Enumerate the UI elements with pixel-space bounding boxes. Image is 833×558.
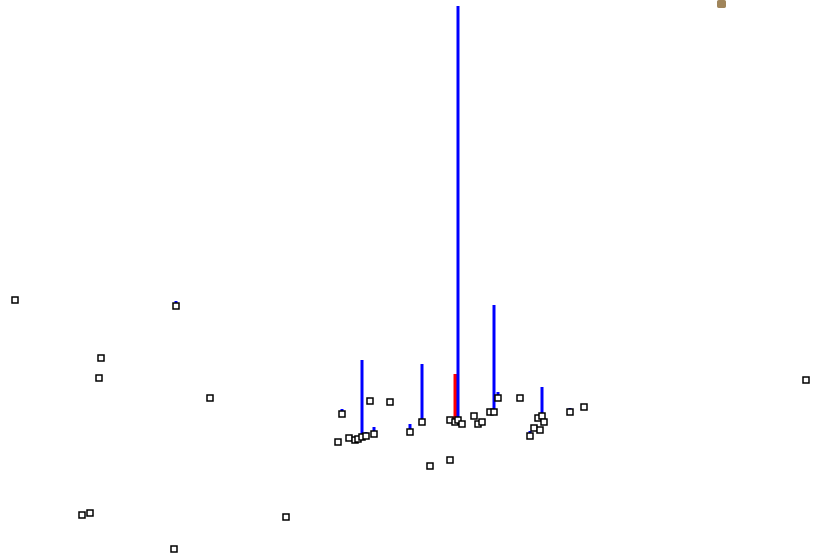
data-point-6 — [86, 509, 94, 517]
data-point-17 — [338, 410, 346, 418]
data-point-28 — [470, 412, 478, 420]
data-point-21 — [418, 418, 426, 426]
data-point-11 — [345, 434, 353, 442]
data-point-16 — [370, 430, 378, 438]
data-point-27 — [458, 420, 466, 428]
data-point-18 — [366, 397, 374, 405]
data-point-23 — [446, 456, 454, 464]
data-point-4 — [206, 394, 214, 402]
data-point-30 — [478, 418, 486, 426]
data-point-8 — [170, 545, 178, 553]
data-point-22 — [426, 462, 434, 470]
data-point-1 — [172, 302, 180, 310]
data-point-3 — [95, 374, 103, 382]
data-point-41 — [566, 408, 574, 416]
data-point-32 — [490, 408, 498, 416]
marker-layer — [11, 296, 810, 553]
data-point-35 — [526, 432, 534, 440]
data-point-39 — [538, 412, 546, 420]
data-point-2 — [97, 354, 105, 362]
spike-layer — [174, 6, 572, 517]
data-point-33 — [494, 394, 502, 402]
data-point-42 — [580, 403, 588, 411]
data-point-15 — [362, 432, 370, 440]
data-point-19 — [386, 398, 394, 406]
data-point-40 — [540, 418, 548, 426]
data-point-5 — [78, 511, 86, 519]
data-point-9 — [802, 376, 810, 384]
data-point-26 — [454, 416, 462, 424]
corner-mark — [717, 0, 726, 8]
data-point-20 — [406, 428, 414, 436]
data-point-0 — [11, 296, 19, 304]
data-point-38 — [536, 426, 544, 434]
data-point-34 — [516, 394, 524, 402]
data-point-10 — [334, 438, 342, 446]
data-point-7 — [282, 513, 290, 521]
data-point-36 — [530, 424, 538, 432]
